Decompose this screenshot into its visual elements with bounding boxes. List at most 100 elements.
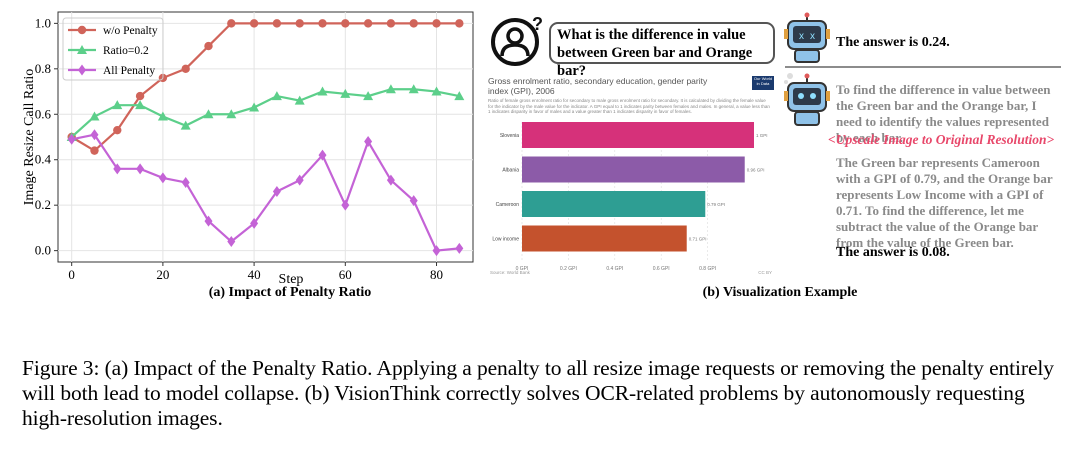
data-point-all-penalty (67, 133, 76, 145)
data-point-ratio-0-2 (294, 95, 305, 105)
mini-category-label: Cameroon (496, 202, 520, 208)
y-tick-label: 0.6 (35, 106, 52, 121)
data-point-all-penalty (158, 172, 167, 184)
mini-chart-description: Ratio of female gross enrolment ratio fo… (488, 98, 770, 114)
legend-frame (62, 17, 164, 81)
data-point-ratio-0-2 (340, 88, 351, 98)
svg-text:x: x (799, 31, 804, 42)
y-axis-label: Image Resize Call Ratio (22, 69, 37, 205)
data-point-all-penalty (227, 236, 236, 248)
data-point-all-penalty (455, 242, 464, 254)
mini-category-label: Low income (492, 237, 519, 243)
mini-x-tick-label: 0.6 GPI (653, 266, 670, 272)
series-line-ratio-0-2 (70, 88, 460, 138)
question-bubble: What is the difference in value between … (549, 22, 775, 79)
data-point-ratio-0-2 (112, 100, 123, 110)
data-point-ratio-0-2 (249, 102, 260, 112)
legend-label-all-penalty: All Penalty (103, 65, 155, 77)
divider-line (785, 66, 1061, 68)
owid-logo-text: Our World in Data (753, 76, 773, 86)
data-point-all-penalty (432, 245, 441, 257)
legend-label-ratio-0-2: Ratio=0.2 (103, 45, 149, 57)
data-point-all-penalty (318, 149, 327, 161)
y-tick-label: 0.2 (35, 197, 51, 212)
data-point-ratio-0-2 (431, 86, 442, 96)
data-point-all-penalty (90, 129, 99, 141)
legend-marker-ratio-0-2 (77, 45, 87, 54)
mini-category-label: Albania (502, 168, 519, 174)
x-tick-label: 0 (68, 267, 75, 282)
data-point-w-o-penalty (432, 19, 441, 28)
final-answer: The answer is 0.08. (836, 245, 950, 260)
figure-caption: Figure 3: (a) Impact of the Penalty Rati… (22, 356, 1054, 430)
data-point-ratio-0-2 (203, 109, 214, 119)
legend-marker-w-o-penalty (77, 25, 87, 35)
data-point-all-penalty (364, 136, 373, 148)
data-point-w-o-penalty (204, 41, 213, 51)
y-tick-label: 0.4 (35, 152, 52, 167)
data-point-w-o-penalty (249, 19, 259, 28)
x-tick-label: 20 (156, 267, 169, 282)
y-tick-label: 0.8 (35, 61, 51, 76)
data-point-ratio-0-2 (157, 111, 168, 121)
x-axis-label: Step (279, 272, 304, 287)
penalty-ratio-chart: 0 20 40 60 80 0.0 0.2 0.4 0.6 0.8 1.0 w/o Penalty R… (22, 11, 474, 287)
x-tick-label: 60 (339, 267, 352, 282)
data-point-all-penalty (295, 174, 304, 186)
data-point-all-penalty (181, 176, 190, 188)
data-point-ratio-0-2 (385, 84, 396, 94)
x-tick-label: 80 (430, 267, 443, 282)
reasoning-step-1: To find the difference in value between … (836, 82, 1051, 145)
mini-chart-title: Gross enrolment ratio, secondary educati… (488, 76, 708, 96)
data-point-all-penalty (250, 217, 259, 229)
mini-bar-chart: Slovenia 1 GPI Albania 0.96 GPI Cameroon 0.79… (490, 122, 772, 275)
user-question-icon: ? (491, 14, 543, 66)
y-tick-label: 1.0 (35, 15, 51, 30)
data-point-w-o-penalty (90, 146, 99, 155)
data-point-ratio-0-2 (226, 109, 237, 119)
mini-x-tick-label: 0.4 GPI (606, 266, 623, 272)
data-point-w-o-penalty (341, 19, 350, 28)
y-tick-label: 0.0 (35, 243, 51, 258)
mini-x-tick-label: 0.8 GPI (699, 266, 716, 272)
legend-label-w-o-penalty: w/o Penalty (103, 25, 158, 37)
mini-bar (522, 191, 706, 217)
svg-text:?: ? (532, 14, 543, 34)
data-point-all-penalty (113, 163, 122, 175)
data-point-ratio-0-2 (363, 91, 374, 101)
data-point-ratio-0-2 (317, 86, 328, 96)
data-point-all-penalty (341, 199, 350, 211)
data-point-ratio-0-2 (180, 120, 191, 130)
data-point-w-o-penalty (318, 19, 327, 28)
robot-icon: x x (784, 12, 830, 63)
mini-value-label: 0.96 GPI (747, 168, 765, 173)
data-point-w-o-penalty (409, 19, 418, 28)
mini-chart-source: Source: World Bank (490, 270, 531, 275)
data-point-w-o-penalty (181, 64, 190, 74)
mini-value-label: 0.71 GPI (689, 237, 707, 242)
mini-x-tick-label: 0.2 GPI (560, 266, 577, 272)
mini-chart-license: CC BY (758, 270, 772, 275)
data-point-w-o-penalty (227, 19, 236, 28)
legend-marker-all-penalty (78, 64, 86, 76)
data-point-ratio-0-2 (89, 111, 100, 121)
data-point-all-penalty (204, 215, 213, 227)
owid-logo: Our World in Data (752, 76, 774, 90)
data-point-w-o-penalty (135, 91, 145, 101)
mini-bar (522, 122, 754, 148)
subcaption-b: (b) Visualization Example (702, 285, 858, 300)
mini-value-label: 0.79 GPI (707, 202, 725, 207)
mini-x-tick-label: 0 GPI (516, 266, 529, 272)
subcaption-a: (a) Impact of Penalty Ratio (208, 285, 372, 300)
upscale-action: <Upscale Image to Original Resolution> (828, 132, 1055, 147)
data-point-w-o-penalty (295, 19, 304, 28)
mini-bar (522, 156, 745, 183)
data-point-all-penalty (136, 163, 145, 175)
mini-category-label: Slovenia (500, 133, 519, 139)
data-point-ratio-0-2 (271, 91, 282, 101)
data-point-w-o-penalty (363, 19, 373, 28)
svg-text:x: x (810, 31, 815, 42)
first-answer: The answer is 0.24. (836, 35, 950, 50)
mini-value-label: 1 GPI (756, 133, 768, 138)
data-point-w-o-penalty (113, 125, 122, 135)
